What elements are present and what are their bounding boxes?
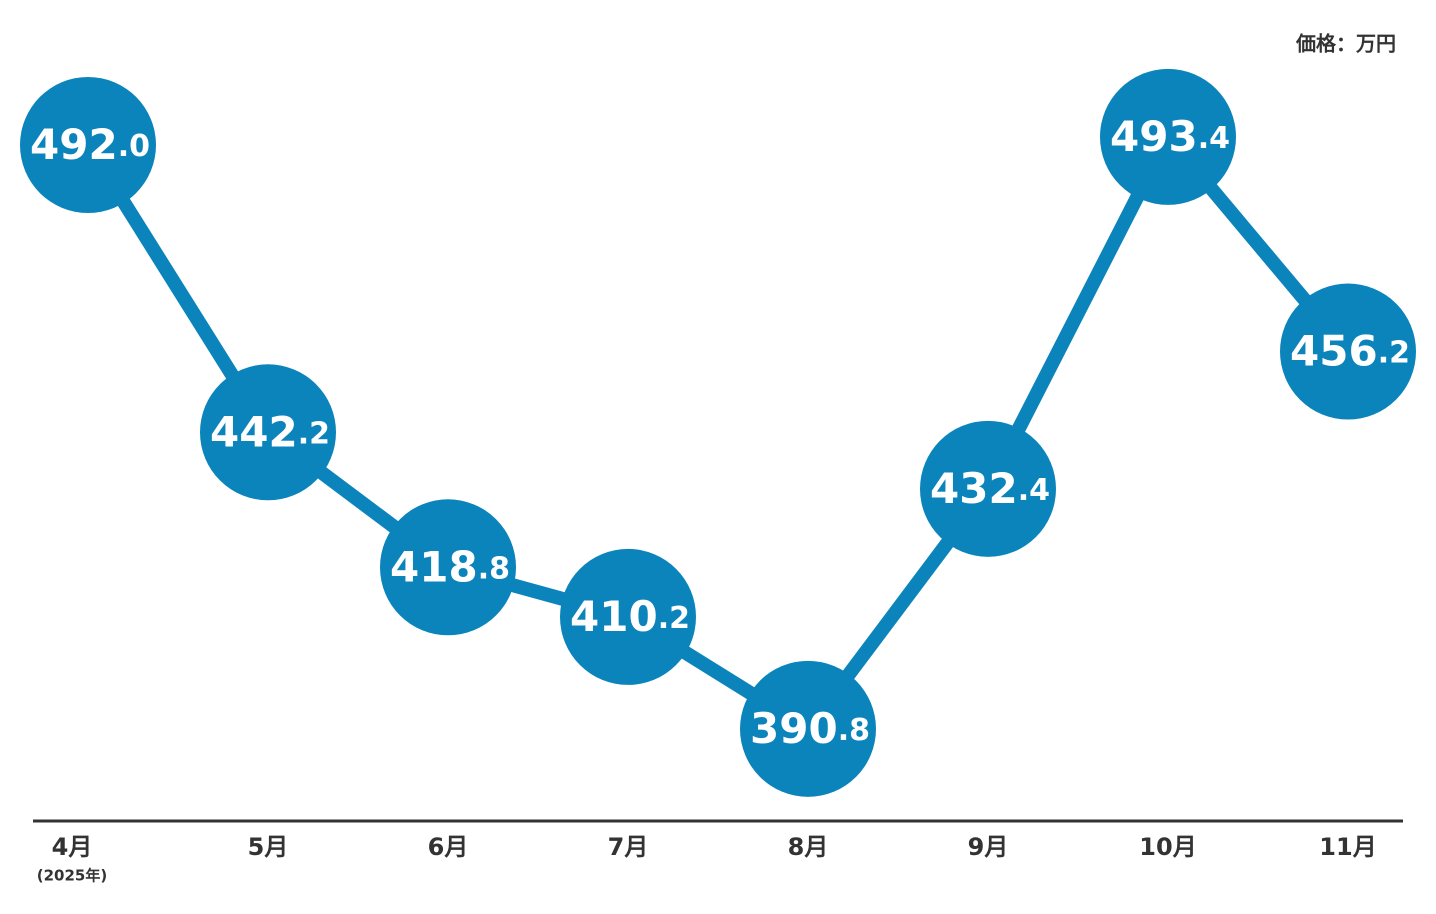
- point: [20, 77, 156, 213]
- x-tick-label: 5月: [248, 833, 289, 861]
- value-label: 390.8: [750, 703, 870, 752]
- value-label: 442.2: [210, 407, 330, 456]
- x-tick-label: 9月: [968, 833, 1009, 861]
- value-label: 432.4: [930, 463, 1050, 512]
- x-tick-label: 10月: [1139, 833, 1196, 861]
- unit-label: 価格：万円: [1295, 32, 1396, 56]
- point: [1280, 283, 1416, 420]
- x-tick-label: 7月: [608, 833, 649, 861]
- point: [740, 660, 876, 797]
- value-label: 493.4: [1110, 111, 1230, 160]
- x-tick-label: 6月: [428, 833, 469, 861]
- x-tick-label: 8月: [788, 833, 829, 861]
- value-label: 418.8: [390, 542, 510, 591]
- value-label: 410.2: [570, 591, 690, 640]
- point: [380, 499, 516, 636]
- x-tick-label: 11月: [1319, 833, 1376, 861]
- value-label: 456.2: [1290, 326, 1410, 375]
- point: [1100, 68, 1236, 205]
- point: [560, 548, 696, 685]
- point: [200, 364, 336, 501]
- point: [920, 420, 1056, 557]
- x-tick-label: 4月: [52, 833, 93, 861]
- value-label: 492.0: [30, 120, 150, 169]
- category-note: (2025年): [37, 867, 107, 885]
